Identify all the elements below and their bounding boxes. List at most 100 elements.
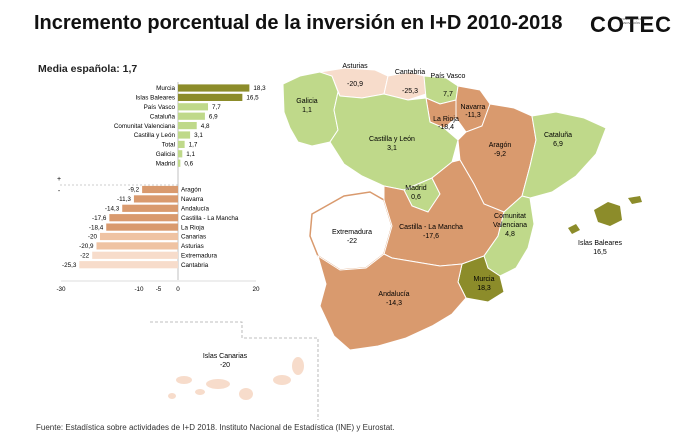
map-label-galicia: Galicia — [296, 98, 318, 105]
bar-navarra — [133, 195, 178, 203]
canaria-island — [239, 388, 253, 400]
bar-cantabria — [79, 261, 178, 269]
bar-category-label: Murcia — [156, 85, 175, 92]
map-value-comunitat-valenciana: 4,8 — [505, 231, 515, 238]
page-title: Incremento porcentual de la inversión en… — [34, 12, 563, 34]
map-label-aragon: Aragón — [489, 142, 512, 149]
x-tick-label: -5 — [156, 286, 162, 293]
bar-value-label: 16,5 — [246, 95, 259, 102]
map-label-comunitat-valenciana-2: Valenciana — [493, 222, 527, 229]
map-label-pais-vasco: País Vasco — [431, 73, 466, 80]
bar-value-label: 3,1 — [194, 132, 203, 139]
bar-murcia — [178, 84, 250, 92]
bar-value-label: -25,3 — [62, 262, 77, 269]
bar-value-label: 6,9 — [209, 113, 218, 120]
map-value-castilla-y-leon: 3,1 — [387, 145, 397, 152]
map-value-andalucia: -14,3 — [386, 300, 402, 307]
region-andalucia — [317, 253, 467, 351]
bar-islas-baleares — [178, 93, 243, 101]
bar-value-label: -11,3 — [117, 196, 131, 203]
bar-category-label: Total — [162, 142, 175, 149]
map-value-la-rioja: -18,4 — [438, 124, 454, 131]
x-tick-label: -10 — [134, 286, 144, 293]
bar-la-rioja — [106, 223, 178, 231]
map-value-islas-canarias: -20 — [220, 362, 230, 369]
map-value-murcia: 18,3 — [477, 285, 491, 292]
map-value-cantabria: -25,3 — [402, 88, 418, 95]
bar-pa-s-vasco — [178, 103, 209, 111]
map-label-murcia: Murcia — [473, 276, 494, 283]
map-value-islas-baleares: 16,5 — [593, 249, 607, 256]
map-value-navarra: -11,3 — [465, 112, 481, 119]
map-label-cataluna: Cataluña — [544, 132, 572, 139]
canaria-island — [206, 379, 230, 389]
map-value-cataluna: 6,9 — [553, 141, 563, 148]
map-label-la-rioja: La Rioja — [433, 116, 459, 123]
map-label-extremadura: Extremadura — [332, 229, 372, 236]
x-tick-label: 20 — [252, 286, 260, 293]
map-label-asturias: Asturias — [342, 63, 368, 70]
bar-castilla-y-le-n — [178, 131, 191, 139]
bar-category-label: Castilla - La Mancha — [181, 215, 239, 222]
region-baleares-ibiza — [568, 224, 580, 234]
bar-category-label: Galicia — [156, 151, 176, 158]
bar-arag-n — [142, 185, 178, 194]
positive-mark: + — [57, 176, 61, 183]
bar-value-label: 1,7 — [189, 142, 198, 149]
bar-category-label: Navarra — [181, 196, 204, 203]
bar-category-label: Cataluña — [150, 113, 176, 120]
map-value-madrid: 0,6 — [411, 194, 421, 201]
map-value-galicia: 1,1 — [302, 107, 312, 114]
canaria-island — [273, 375, 291, 385]
bar-category-label: La Rioja — [181, 224, 205, 231]
canaria-island — [176, 376, 192, 384]
bar-value-label: 1,1 — [186, 151, 195, 158]
source-note: Fuente: Estadística sobre actividades de… — [36, 423, 395, 432]
map-label-navarra: Navarra — [461, 104, 486, 111]
bar-value-label: -22 — [80, 253, 90, 260]
logo-subtext: FUNDACIÓN PARA LA INNOVACIÓN — [621, 17, 652, 25]
canaria-island — [168, 393, 176, 399]
chart-subtitle: Media española: 1,7 — [38, 63, 138, 75]
region-cataluna — [521, 111, 607, 199]
bar-category-label: Asturias — [181, 243, 204, 250]
region-baleares-mallorca — [594, 202, 622, 226]
canarias-inset-border — [150, 321, 319, 420]
map-value-extremadura: -22 — [347, 238, 357, 245]
map-label-cantabria: Cantabria — [395, 69, 425, 76]
bar-category-label: Andalucía — [181, 206, 210, 213]
bar-value-label: -20,9 — [79, 243, 94, 250]
bar-category-label: Madrid — [156, 160, 176, 167]
map-label-comunitat-valenciana-1: Comunitat — [494, 213, 526, 220]
canaria-island — [195, 389, 205, 395]
map-value-asturias: -20,9 — [347, 81, 363, 88]
bar-category-label: País Vasco — [144, 104, 176, 111]
bar-category-label: Comunitat Valenciana — [114, 123, 176, 130]
bar-value-label: 7,7 — [212, 104, 221, 111]
x-tick-label: -30 — [56, 286, 66, 293]
bar-value-label: -20 — [88, 234, 98, 241]
bar-comunitat-valenciana — [178, 122, 197, 130]
negative-mark: - — [58, 188, 61, 195]
region-baleares-menorca — [628, 196, 642, 204]
region-islas-canarias — [168, 357, 304, 400]
bar-castilla-la-mancha — [109, 214, 178, 222]
map-value-castilla-la-mancha: -17,6 — [423, 233, 439, 240]
bar-value-label: -9,2 — [128, 187, 139, 194]
bar-canarias — [100, 232, 178, 241]
bar-extremadura — [92, 251, 178, 259]
region-comunitat-valenciana — [483, 195, 535, 277]
bar-madrid — [178, 159, 181, 167]
map-label-madrid: Madrid — [405, 185, 427, 192]
bar-category-label: Canarias — [181, 234, 206, 241]
bar-value-label: 4,8 — [201, 123, 210, 130]
map-label-castilla-y-leon: Castilla y León — [369, 136, 415, 143]
bar-asturias — [96, 242, 178, 250]
bar-value-label: -17,6 — [92, 215, 107, 222]
map-label-castilla-la-mancha: Castilla - La Mancha — [399, 224, 463, 231]
bar-category-label: Aragón — [181, 187, 202, 194]
bar-value-label: 18,3 — [253, 85, 266, 92]
bar-galicia — [178, 150, 183, 158]
